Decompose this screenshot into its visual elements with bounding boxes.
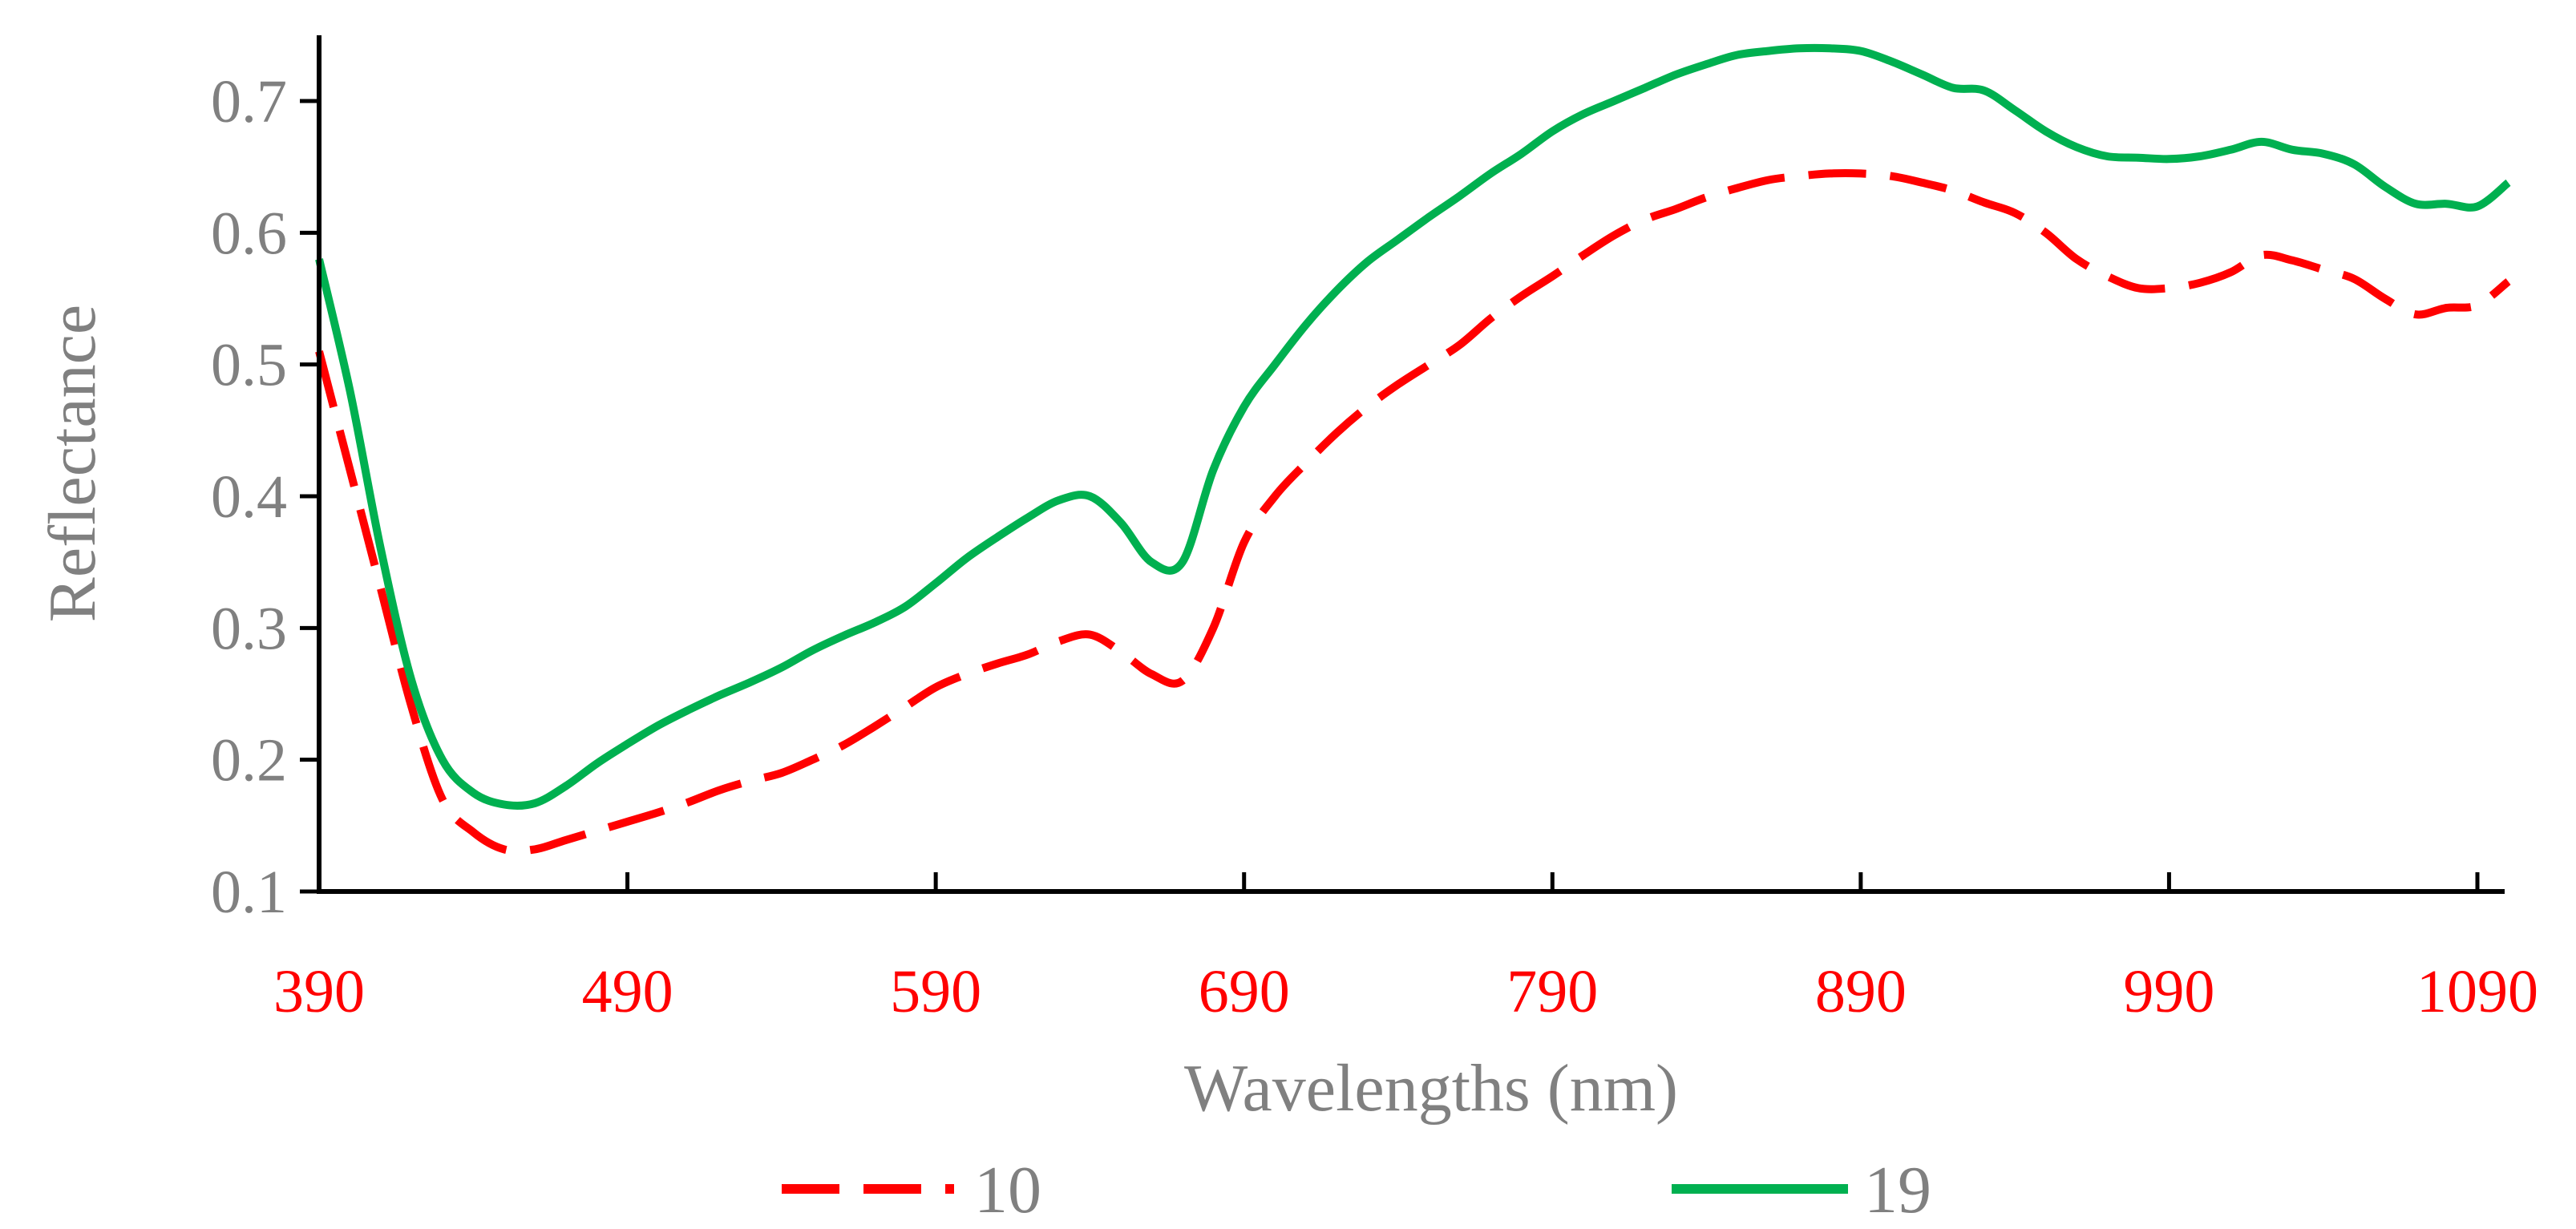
x-axis-title: Wavelengths (nm) <box>1184 1051 1678 1126</box>
series-10 <box>315 168 2511 855</box>
series-line-19 <box>315 43 2511 810</box>
x-tick-label: 790 <box>1506 958 1598 1025</box>
legend-label-19: 19 <box>1864 1153 1931 1227</box>
legend-label-10: 10 <box>974 1153 1041 1227</box>
y-tick-label: 0.5 <box>211 332 287 399</box>
x-tick-label: 390 <box>273 958 365 1025</box>
x-tick-label: 590 <box>890 958 981 1025</box>
y-ticks: 0.1 0.2 0.3 0.4 0.5 0.6 0.7 <box>211 68 319 926</box>
x-tick-label: 990 <box>2123 958 2214 1025</box>
series-layer <box>315 43 2511 855</box>
y-tick-label: 0.2 <box>211 727 287 794</box>
legend: 10 19 <box>782 1153 1931 1227</box>
x-tick-label: 690 <box>1199 958 1290 1025</box>
x-tick-label: 1090 <box>2416 958 2538 1025</box>
series-line-10 <box>315 168 2511 855</box>
y-tick-label: 0.1 <box>211 859 287 926</box>
x-ticks: 390 490 590 690 790 890 990 1090 <box>273 872 2538 1025</box>
x-tick-label: 490 <box>582 958 673 1025</box>
y-tick-label: 0.6 <box>211 200 287 267</box>
axes-layer <box>317 35 2505 894</box>
y-tick-label: 0.7 <box>211 68 287 135</box>
y-tick-label: 0.4 <box>211 463 287 531</box>
y-tick-label: 0.3 <box>211 595 287 662</box>
x-tick-label: 890 <box>1815 958 1907 1025</box>
series-19 <box>315 43 2511 810</box>
y-axis-title: Reflectance <box>35 305 110 622</box>
